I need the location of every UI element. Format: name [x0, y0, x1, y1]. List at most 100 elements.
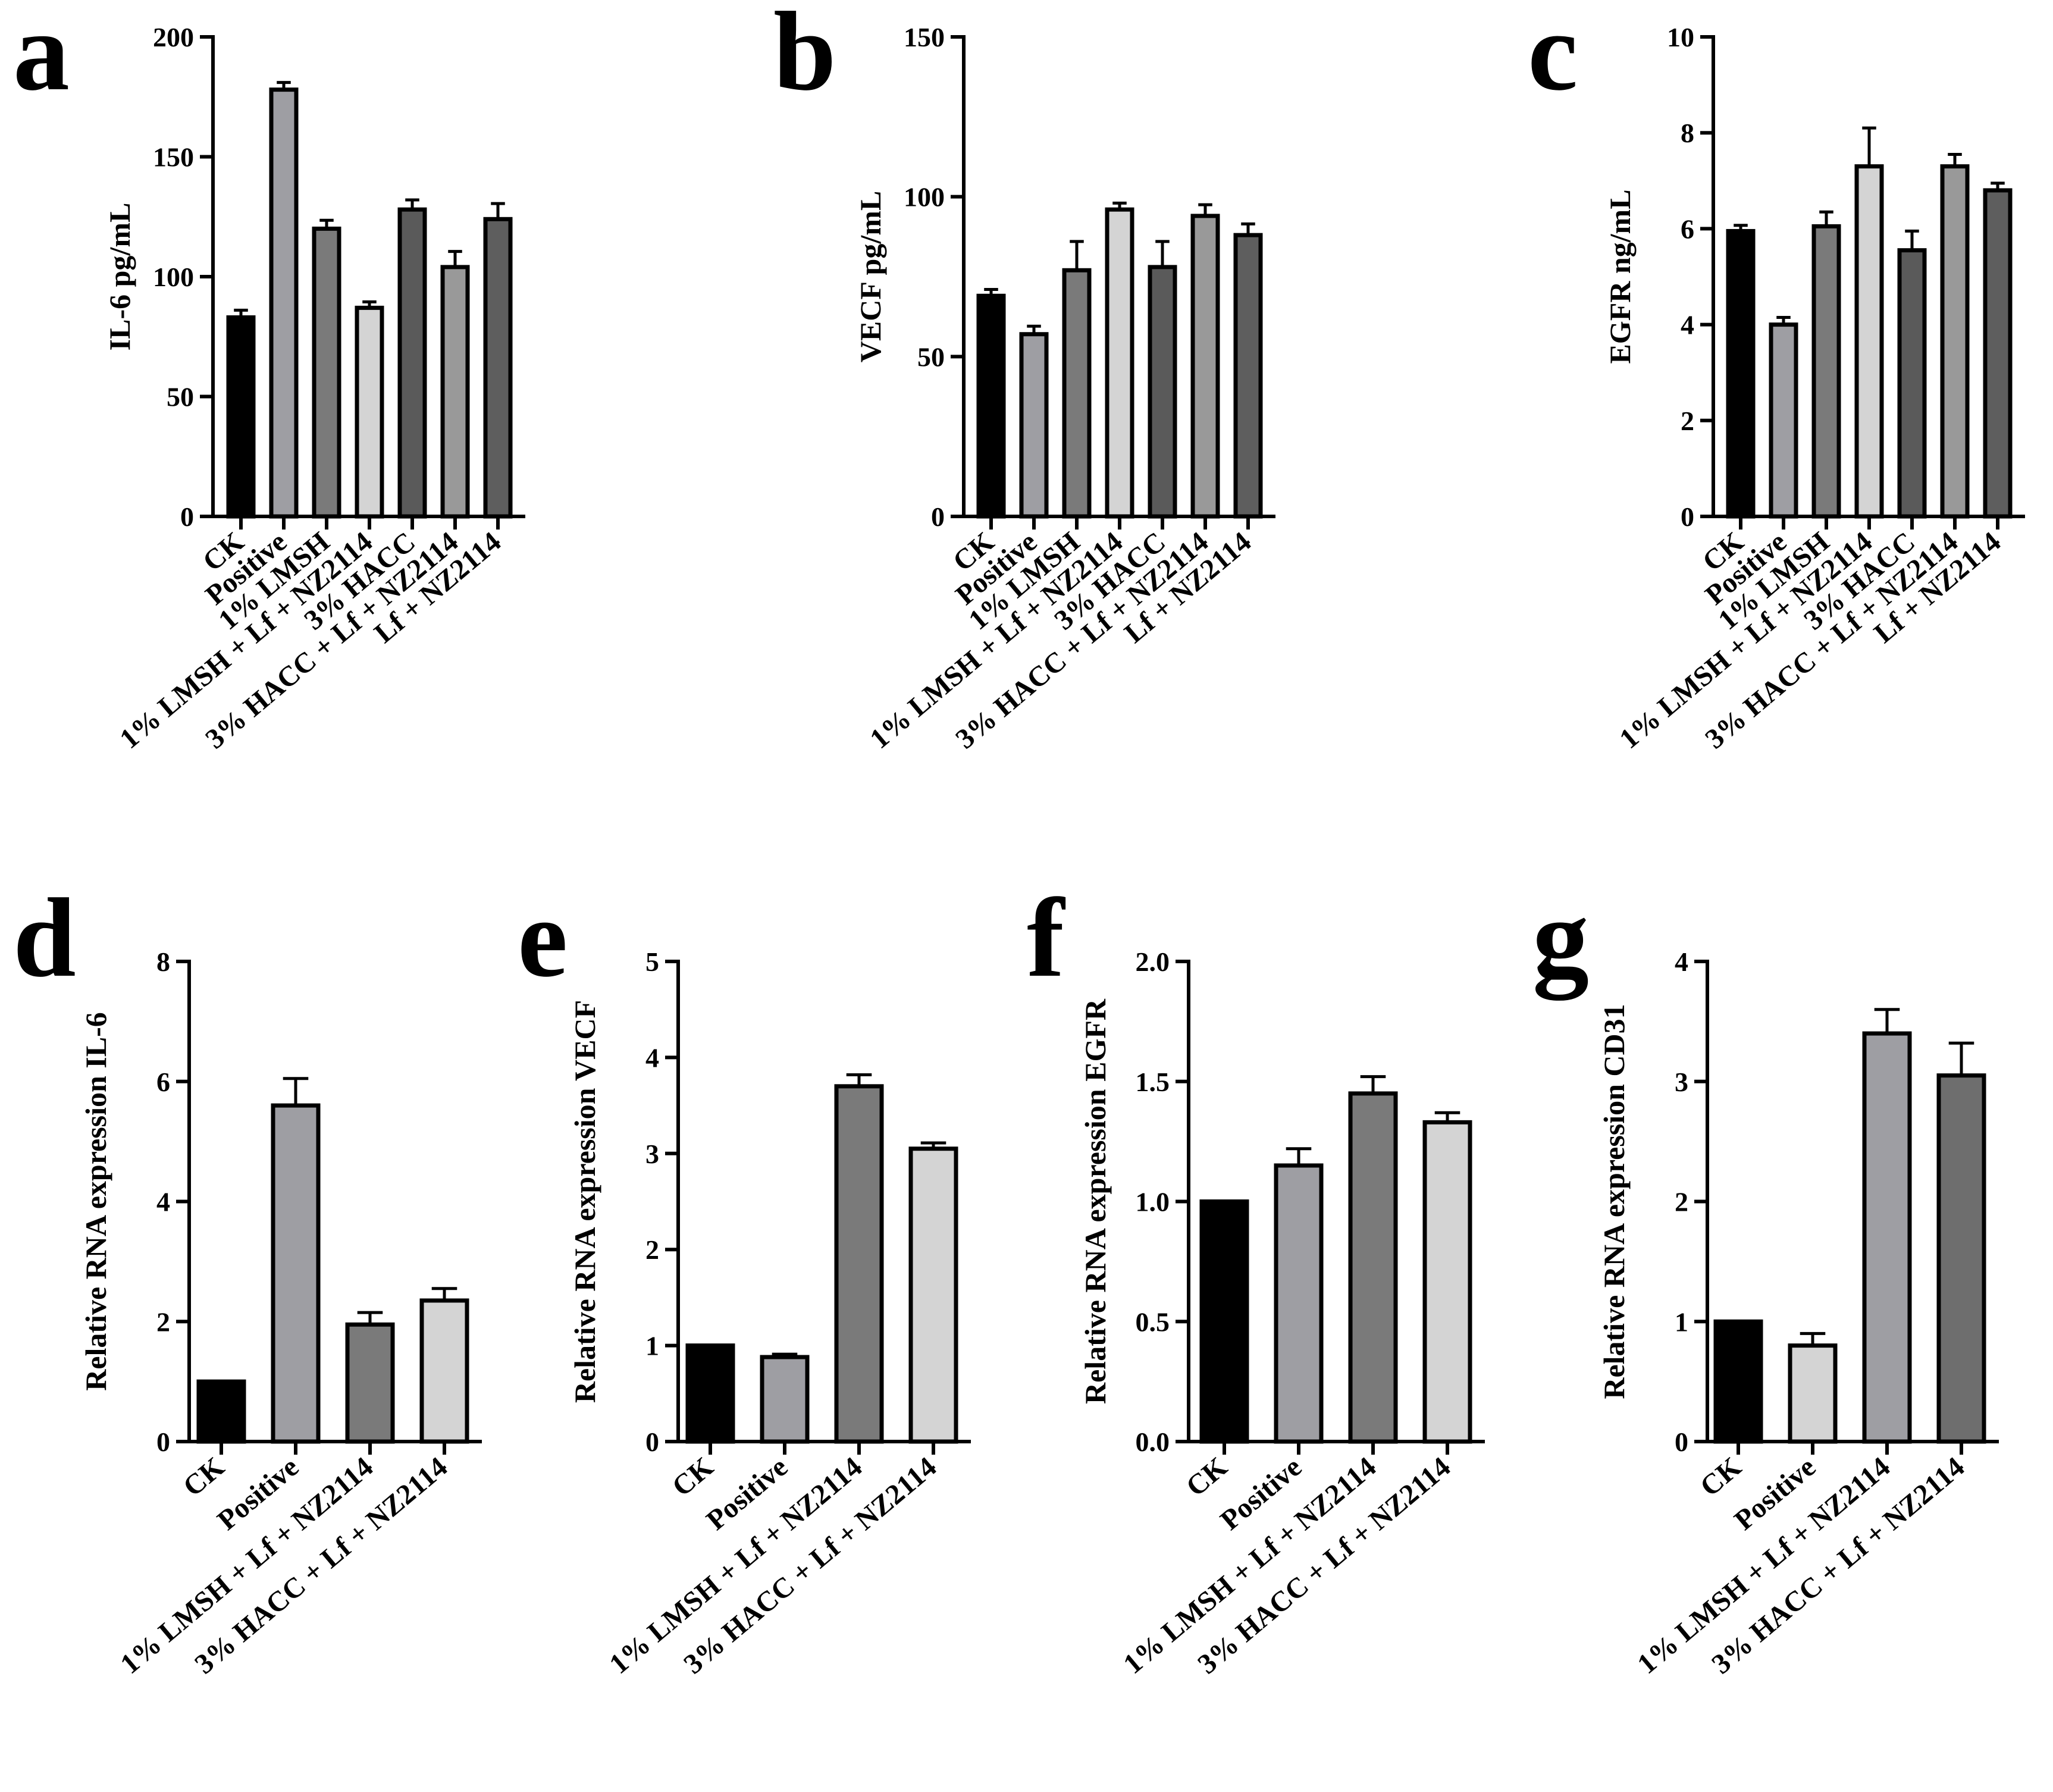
y-tick-label: 8 — [1681, 118, 1694, 148]
bar-f-0 — [1199, 1199, 1249, 1444]
y-axis-title: EGFR ng/mL — [1603, 189, 1637, 364]
error-bar-c-1 — [1776, 316, 1791, 325]
y-tick-label: 0 — [1681, 502, 1694, 532]
y-tick-label: 0.0 — [1136, 1427, 1170, 1457]
bar-a-4 — [397, 207, 427, 519]
error-bar-d-3 — [431, 1287, 457, 1301]
y-tick-label: 150 — [153, 142, 194, 173]
error-bar-e-2 — [846, 1073, 872, 1086]
error-bar-e-1 — [772, 1352, 798, 1357]
y-axis-title: IL-6 pg/mL — [103, 203, 136, 351]
error-bar-d-2 — [357, 1311, 383, 1325]
bar-c-3 — [1854, 164, 1884, 519]
y-tick-label: 0 — [156, 1427, 170, 1457]
category-label: CK — [666, 1451, 719, 1503]
error-bar-a-1 — [277, 81, 291, 90]
y-tick-label: 1 — [645, 1331, 659, 1361]
error-bar-c-4 — [1905, 229, 1919, 250]
error-bar-b-6 — [1241, 222, 1255, 236]
bar-g-3 — [1936, 1073, 1986, 1444]
panel-letter-d: d — [13, 876, 76, 1001]
error-bar-g-3 — [1948, 1041, 1974, 1076]
y-tick-label: 2 — [1681, 406, 1694, 436]
error-bar-b-2 — [1070, 240, 1084, 271]
bar-a-5 — [440, 265, 470, 519]
category-label: CK — [1180, 1451, 1233, 1503]
error-bar-a-2 — [319, 218, 334, 229]
y-tick-label: 1.0 — [1136, 1187, 1170, 1217]
error-bar-b-1 — [1027, 324, 1041, 334]
bar-f-2 — [1348, 1091, 1398, 1444]
y-tick-label: 1.5 — [1136, 1067, 1170, 1097]
y-tick-label: 0.5 — [1136, 1307, 1170, 1337]
bar-g-0 — [1713, 1319, 1763, 1444]
bar-b-3 — [1105, 207, 1134, 519]
bar-b-1 — [1019, 332, 1049, 519]
error-bar-a-5 — [448, 250, 462, 267]
bar-e-1 — [760, 1355, 810, 1444]
error-bar-c-0 — [1734, 224, 1748, 231]
panel-letter-f: f — [1027, 876, 1066, 1001]
bar-d-2 — [345, 1322, 395, 1444]
error-bar-a-0 — [234, 308, 248, 318]
y-tick-label: 150 — [904, 22, 945, 52]
y-tick-label: 4 — [1675, 947, 1688, 977]
bar-a-2 — [312, 226, 341, 519]
y-tick-label: 2 — [156, 1307, 170, 1337]
bar-c-5 — [1940, 164, 1970, 519]
bar-a-1 — [269, 87, 299, 519]
panel-letter-e: e — [518, 876, 568, 1001]
bar-d-0 — [196, 1379, 246, 1444]
y-tick-label: 6 — [1681, 214, 1694, 244]
y-tick-label: 0 — [645, 1427, 659, 1457]
error-bar-a-4 — [405, 198, 419, 210]
bar-f-1 — [1274, 1163, 1324, 1444]
y-tick-label: 10 — [1667, 22, 1694, 52]
y-axis-title: Relative RNA expression CD31 — [1597, 1004, 1631, 1399]
y-tick-label: 2.0 — [1136, 947, 1170, 977]
y-tick-label: 50 — [917, 342, 945, 372]
error-bar-b-4 — [1155, 240, 1170, 267]
error-bar-b-3 — [1112, 201, 1127, 210]
error-bar-b-0 — [984, 287, 998, 296]
y-tick-label: 0 — [1675, 1427, 1688, 1457]
y-tick-label: 1 — [1675, 1307, 1688, 1337]
error-bar-f-1 — [1286, 1147, 1312, 1166]
error-bar-a-3 — [362, 300, 377, 308]
error-bar-c-6 — [1991, 181, 2005, 190]
bar-f-3 — [1422, 1120, 1472, 1444]
y-tick-label: 50 — [167, 382, 194, 412]
bar-e-2 — [834, 1084, 884, 1444]
y-tick-label: 100 — [153, 262, 194, 292]
bar-b-4 — [1148, 265, 1177, 519]
bar-d-1 — [271, 1103, 321, 1444]
bar-a-6 — [483, 217, 513, 519]
error-bar-d-1 — [283, 1077, 309, 1106]
bar-b-6 — [1233, 233, 1263, 519]
bar-c-6 — [1983, 188, 2013, 519]
error-bar-f-3 — [1434, 1111, 1460, 1123]
y-axis-title: Relative RNA expression VECF — [568, 1000, 601, 1403]
bar-b-2 — [1062, 268, 1092, 519]
error-bar-g-1 — [1800, 1332, 1826, 1346]
category-label: CK — [1694, 1451, 1747, 1503]
error-bar-a-6 — [491, 202, 505, 220]
bar-g-2 — [1862, 1031, 1912, 1444]
bar-c-0 — [1726, 228, 1756, 519]
bar-c-4 — [1897, 248, 1927, 519]
error-bar-c-3 — [1862, 126, 1876, 167]
category-label: CK — [177, 1451, 230, 1503]
bar-c-1 — [1769, 322, 1798, 519]
y-tick-label: 5 — [645, 947, 659, 977]
y-tick-label: 2 — [1675, 1187, 1688, 1217]
y-axis-title: Relative RNA expression EGFR — [1079, 998, 1112, 1404]
bar-g-1 — [1788, 1343, 1838, 1444]
panel-letter-g: g — [1532, 876, 1589, 1001]
y-tick-label: 2 — [645, 1235, 659, 1265]
error-bar-g-2 — [1874, 1008, 1900, 1034]
